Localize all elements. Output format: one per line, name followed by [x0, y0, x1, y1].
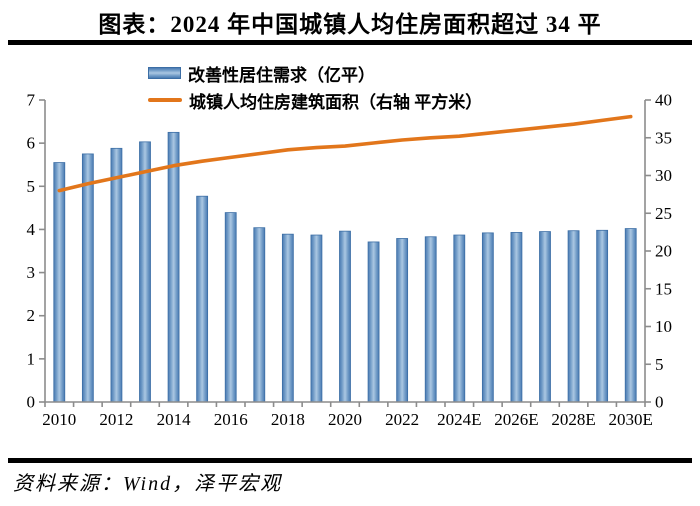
svg-text:6: 6 [27, 134, 36, 153]
legend-item-line: 城镇人均住房建筑面积（右轴 平方米） [148, 88, 482, 112]
bar-2011 [81, 153, 94, 403]
line-series [57, 114, 633, 193]
svg-text:7: 7 [27, 91, 36, 110]
bar-2028E [567, 230, 580, 403]
svg-text:2026E: 2026E [494, 410, 538, 429]
bar-2027E [539, 231, 551, 403]
svg-text:40: 40 [655, 91, 672, 110]
bar-2030E [624, 228, 637, 403]
svg-text:2030E: 2030E [609, 410, 653, 429]
svg-text:20: 20 [655, 242, 672, 261]
bar-series-swatch-icon [148, 67, 181, 79]
svg-text:10: 10 [655, 317, 672, 336]
svg-text:2014: 2014 [157, 410, 192, 429]
svg-text:2012: 2012 [99, 410, 133, 429]
bar-2021 [367, 241, 380, 403]
svg-text:0: 0 [27, 393, 36, 412]
svg-text:1: 1 [27, 349, 36, 368]
bar-2017 [253, 227, 266, 403]
title-divider [8, 40, 692, 45]
bar-2025E [481, 232, 494, 403]
bar-2023 [424, 236, 437, 403]
svg-text:2: 2 [27, 306, 36, 325]
svg-text:4: 4 [27, 220, 36, 239]
bar-2019 [310, 234, 323, 403]
bar-2016 [224, 212, 237, 403]
line-series-swatch-icon [148, 98, 182, 102]
chart-title: 图表：2024 年中国城镇人均住房面积超过 34 平 [98, 12, 602, 37]
legend-label-line: 城镇人均住房建筑面积（右轴 平方米） [189, 92, 483, 112]
svg-text:2010: 2010 [42, 410, 76, 429]
bar-2010 [53, 162, 66, 403]
bar-2013 [139, 141, 151, 403]
svg-text:3: 3 [27, 263, 36, 282]
svg-text:2028E: 2028E [551, 410, 595, 429]
bar-2020 [339, 230, 351, 403]
legend-label-bars: 改善性居住需求（亿平） [188, 65, 375, 85]
svg-text:30: 30 [655, 166, 672, 185]
source-divider [8, 458, 692, 463]
svg-text:0: 0 [655, 393, 664, 412]
legend-item-bars: 改善性居住需求（亿平） [148, 61, 482, 85]
bar-2024E [453, 234, 466, 403]
bar-2026E [510, 232, 523, 403]
legend: 改善性居住需求（亿平） 城镇人均住房建筑面积（右轴 平方米） [148, 61, 482, 112]
svg-text:2024E: 2024E [437, 410, 481, 429]
svg-text:5: 5 [27, 177, 36, 196]
svg-text:2016: 2016 [214, 410, 248, 429]
bar-2012 [110, 147, 123, 403]
bar-2014 [167, 131, 180, 403]
svg-text:2020: 2020 [328, 410, 362, 429]
svg-text:2022: 2022 [385, 410, 419, 429]
source-text: 资料来源：Wind，泽平宏观 [13, 473, 283, 495]
bar-2018 [281, 233, 294, 403]
svg-text:35: 35 [655, 128, 672, 147]
bar-2029E [596, 229, 609, 403]
svg-text:25: 25 [655, 204, 672, 223]
bar-2022 [396, 238, 409, 403]
svg-text:2018: 2018 [271, 410, 305, 429]
svg-text:15: 15 [655, 279, 672, 298]
bar-2015 [196, 195, 209, 403]
svg-text:5: 5 [655, 355, 664, 374]
